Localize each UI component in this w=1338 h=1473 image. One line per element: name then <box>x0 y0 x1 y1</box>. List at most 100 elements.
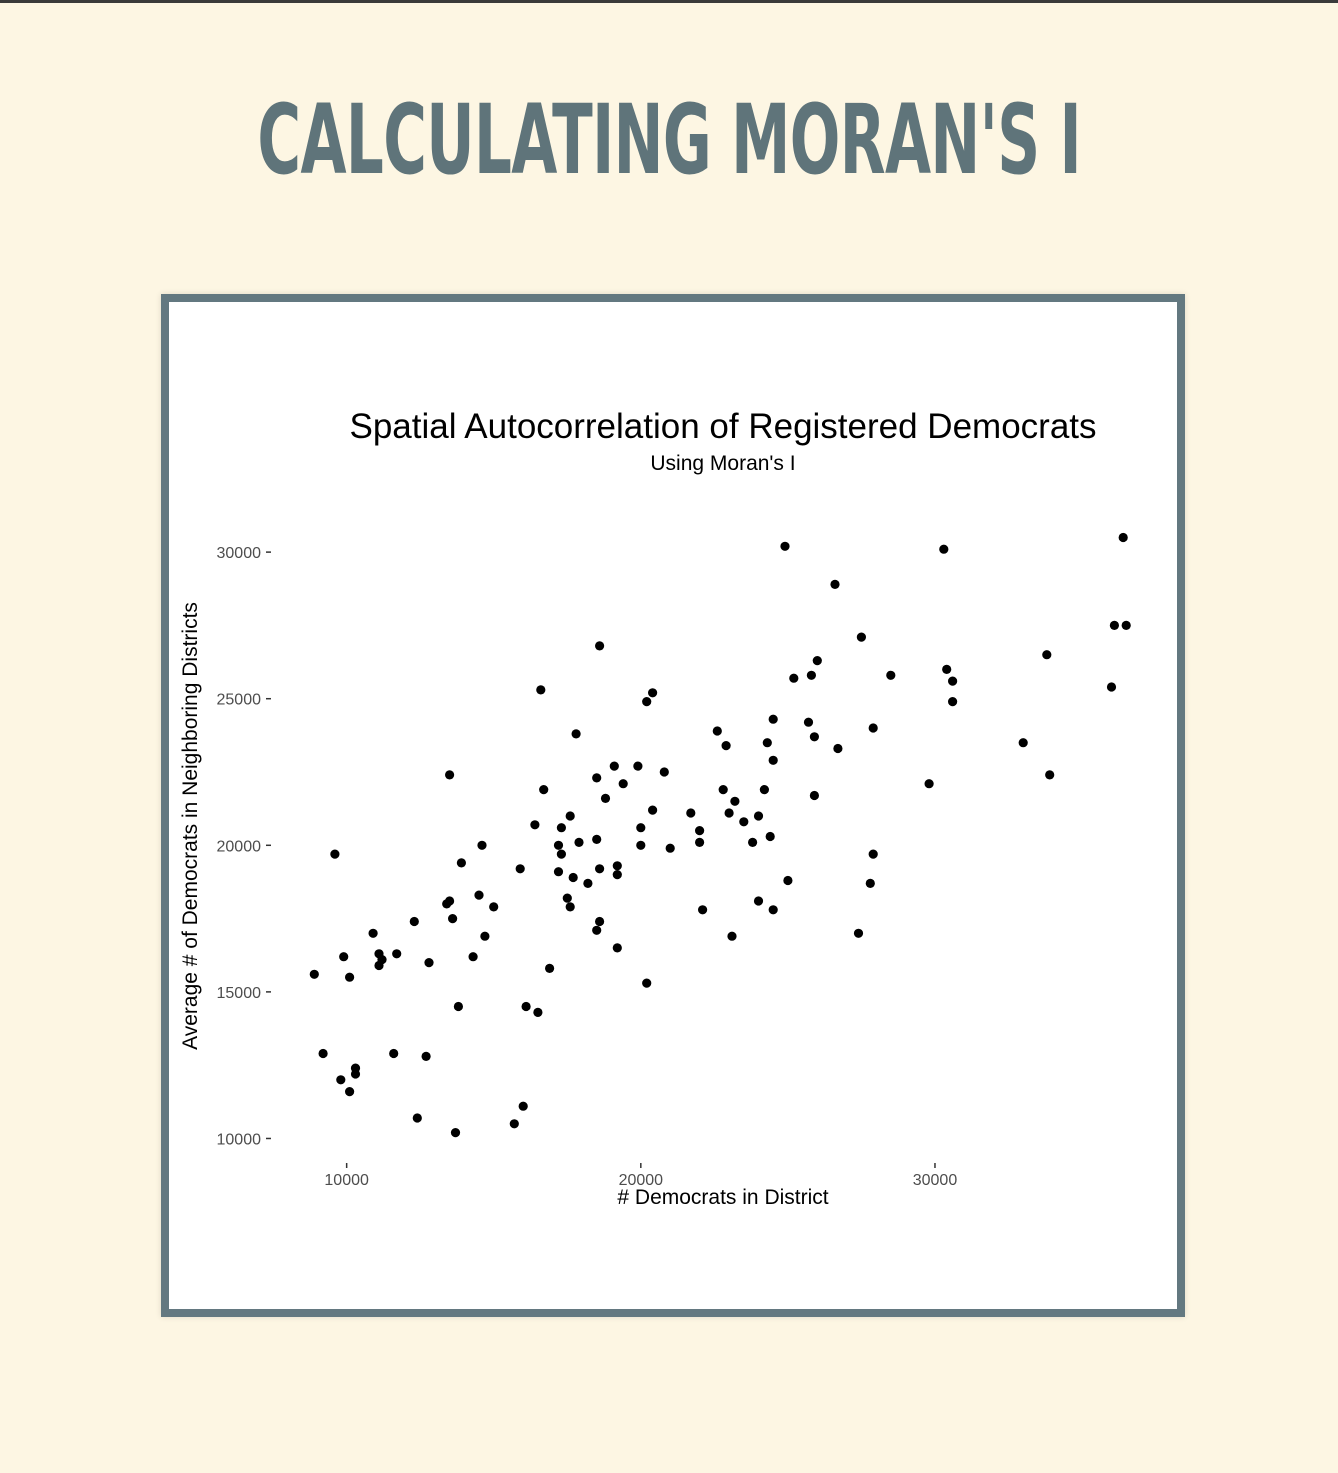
data-point <box>636 840 646 850</box>
data-point <box>445 896 455 906</box>
data-point <box>456 858 466 868</box>
data-point <box>809 732 820 742</box>
data-point <box>595 641 605 651</box>
data-point <box>389 1048 399 1059</box>
data-point <box>806 670 817 680</box>
data-point <box>562 893 572 903</box>
data-point <box>721 741 731 751</box>
data-point <box>453 1001 463 1012</box>
data-point <box>718 785 728 795</box>
data-point <box>336 1075 346 1085</box>
data-point <box>568 872 578 883</box>
data-point <box>768 905 778 915</box>
data-point <box>753 811 764 821</box>
data-point <box>648 688 658 698</box>
data-point <box>515 864 525 874</box>
data-point <box>377 955 387 965</box>
y-tick-label: 25000 <box>217 692 262 709</box>
data-point <box>780 541 790 551</box>
data-point <box>339 952 349 962</box>
data-point <box>468 952 478 962</box>
data-point <box>309 969 319 979</box>
data-point <box>753 896 764 906</box>
x-tick-label: 20000 <box>619 1172 664 1189</box>
data-point <box>592 925 602 935</box>
data-point <box>768 755 778 765</box>
y-tick-label: 20000 <box>217 838 262 855</box>
data-point <box>886 670 896 680</box>
data-point <box>1106 682 1117 692</box>
data-point <box>530 820 540 830</box>
data-point <box>350 1069 361 1079</box>
data-point <box>368 928 378 938</box>
data-point <box>595 916 605 927</box>
data-point <box>392 949 402 959</box>
data-point <box>345 972 355 982</box>
data-point <box>924 779 934 789</box>
data-point <box>727 931 737 941</box>
slide-title: CALCULATING MORAN'S I <box>257 84 1081 196</box>
top-border <box>0 0 1338 3</box>
data-point <box>412 1113 422 1123</box>
data-point <box>812 656 822 666</box>
data-point <box>939 544 949 554</box>
data-point <box>477 840 487 850</box>
data-point <box>450 1128 461 1138</box>
y-tick-label: 15000 <box>217 985 262 1002</box>
data-point <box>759 785 770 795</box>
data-point <box>698 905 708 915</box>
data-point <box>565 811 575 821</box>
data-point <box>409 916 419 927</box>
data-point <box>636 823 646 833</box>
x-axis-label: # Democrats in District <box>617 1186 828 1209</box>
data-point <box>865 878 875 889</box>
data-point <box>536 685 546 695</box>
data-point <box>695 837 705 848</box>
data-point <box>545 963 555 974</box>
data-point <box>868 849 878 859</box>
data-point <box>592 834 602 845</box>
data-point <box>712 726 722 736</box>
data-point <box>809 790 820 801</box>
y-axis: 10000 15000 20000 25000 30000 <box>217 545 271 1148</box>
data-point <box>571 729 581 739</box>
data-point <box>789 673 799 683</box>
data-point <box>765 831 775 842</box>
x-tick-label: 30000 <box>913 1172 958 1189</box>
data-point <box>618 779 628 789</box>
scatter-plot: Spatial Autocorrelation of Registered De… <box>179 407 1131 1209</box>
data-point <box>665 843 675 853</box>
data-point <box>730 796 740 806</box>
data-point <box>592 773 602 783</box>
data-point <box>633 761 643 771</box>
y-axis-label: Average # of Democrats in Neighboring Di… <box>179 602 202 1050</box>
data-point <box>489 902 499 912</box>
data-point <box>642 978 652 988</box>
data-point <box>518 1101 528 1111</box>
data-point <box>565 902 575 912</box>
chart-subtitle: Using Moran's I <box>650 452 795 475</box>
y-tick-label: 10000 <box>217 1131 262 1148</box>
data-point <box>345 1087 355 1097</box>
data-point <box>521 1001 531 1012</box>
data-point <box>659 767 669 777</box>
data-point <box>612 861 622 871</box>
data-point <box>612 943 622 953</box>
data-point <box>474 890 484 900</box>
data-point <box>539 785 549 795</box>
data-point <box>868 723 878 733</box>
chart-title: Spatial Autocorrelation of Registered De… <box>349 407 1096 446</box>
data-point <box>686 808 696 818</box>
data-point <box>830 579 840 589</box>
data-point <box>695 826 705 836</box>
data-point <box>748 837 758 848</box>
data-point <box>612 870 622 880</box>
data-point <box>948 697 958 707</box>
data-point <box>445 770 455 780</box>
data-point <box>556 823 566 833</box>
data-point <box>583 878 593 889</box>
data-point <box>1042 650 1052 660</box>
data-point <box>853 928 864 938</box>
data-point <box>1121 620 1131 630</box>
data-point <box>739 817 749 827</box>
